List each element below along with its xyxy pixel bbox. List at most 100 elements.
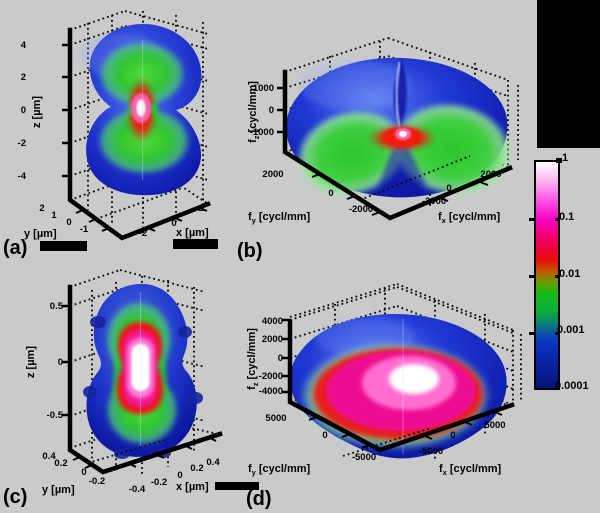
isosurface-d [290, 314, 507, 459]
d-xtick-0: -5000 [419, 446, 443, 457]
d-ztick-1: 2000 [262, 334, 283, 345]
a-xtick-2: 2 [198, 203, 203, 214]
b-ztick-1: 0 [269, 105, 274, 116]
isosurface-c [83, 283, 203, 459]
colorbar-tick-mark [529, 275, 535, 278]
a-y-axis-label: y [µm] [24, 228, 57, 240]
isosurface-d-white-core [389, 364, 439, 394]
isosurface-b-dark-wedge [378, 130, 426, 191]
grid-front-teeth-d [342, 427, 432, 457]
panel-a-plot: 4 2 0 -2 -4 z [µm] 2 1 0 -1 y [µm] -2 0 … [18, 10, 211, 241]
colorbar-tick-mark [555, 332, 560, 335]
grid-front-teeth-c [87, 438, 169, 464]
isosurface-a-white-core [136, 99, 146, 117]
isosurface-b [286, 57, 513, 198]
a-x-axis-label: x [µm] [176, 227, 209, 239]
panel-a-text: 4 2 0 -2 -4 z [µm] 2 1 0 -1 y [µm] -2 0 … [18, 40, 209, 240]
b-ztick-0: 1000 [253, 83, 274, 94]
a-ytick-1: 1 [51, 210, 57, 221]
isosurface-c-white-core [131, 344, 150, 391]
isosurface-b-white-core [399, 131, 407, 137]
d-y-axis-label: fy [cycl/mm] [248, 463, 311, 477]
c-xtick-0: -0.4 [129, 484, 146, 495]
a-ztick-1: 2 [21, 72, 26, 83]
panel-label-c: (c) [3, 486, 28, 508]
d-ztick-0: 4000 [262, 316, 283, 327]
a-ytick-3: -1 [80, 224, 89, 235]
c-y-axis-label: y [µm] [42, 484, 75, 496]
c-ztick-0: 0.5 [50, 301, 64, 312]
panel-d-text: 4000 2000 0 -2000 -4000 fz[cycl/mm] 5000… [246, 316, 506, 477]
panel-c-text: 0.5 0 -0.5 z [µm] 0.4 0.2 0 -0.2 y [µm] … [25, 301, 220, 496]
d-z-axis-label: fz[cycl/mm] [246, 328, 260, 390]
axes-d [282, 318, 515, 453]
b-ytick-1: 0 [328, 188, 333, 199]
a-ztick-2: 0 [21, 105, 26, 116]
colorbar-tick-mark [529, 218, 535, 221]
colorbar-tick-mark [556, 158, 562, 163]
a-ztick-4: -4 [18, 171, 27, 182]
c-ytick-0: 0.4 [42, 451, 56, 462]
grid-front-teeth-a [95, 187, 183, 220]
c-xtick-3: 0.2 [190, 463, 203, 474]
d-ztick-4: -4000 [259, 386, 283, 397]
colorbar-tick-0.0001: 0.0001 [555, 380, 589, 392]
d-ztick-3: -2000 [259, 371, 283, 382]
d-xtick-2: 5000 [484, 420, 505, 431]
isosurface-b-dimple-highlight [395, 61, 401, 129]
b-ytick-2: -2000 [349, 204, 373, 215]
c-ytick-1: 0.2 [54, 458, 67, 469]
c-xtick-1: -0.2 [151, 477, 167, 488]
c-ytick-3: -0.2 [89, 476, 105, 487]
a-ztick-0: 4 [21, 40, 27, 51]
b-xtick-1: 0 [446, 183, 451, 194]
b-ztick-2: -1000 [250, 127, 274, 138]
axes-b [277, 69, 513, 221]
panel-label-a: (a) [3, 237, 28, 259]
axes-c [62, 284, 223, 475]
d-ytick-0: 5000 [265, 413, 286, 424]
scale-bar-c [215, 482, 259, 490]
colorbar-tick-0.001: 0.001 [557, 324, 585, 336]
a-z-axis-label: z [µm] [31, 96, 43, 128]
d-ytick-1: 0 [322, 430, 327, 441]
a-xtick-0: -2 [139, 228, 147, 239]
isosurface-a-green-top [98, 41, 186, 107]
c-ztick-2: -0.5 [47, 410, 64, 421]
scale-bar-a-right [173, 239, 218, 249]
b-xtick-2: 2000 [480, 169, 501, 180]
black-block [537, 0, 600, 148]
a-xtick-1: 0 [171, 218, 176, 229]
colorbar-tick-mark [529, 332, 535, 335]
b-ytick-0: 2000 [262, 169, 283, 180]
c-x-axis-label: x [µm] [176, 481, 209, 493]
b-z-axis-label: fz[cycl/mm] [247, 81, 261, 143]
c-z-axis-label: z [µm] [25, 346, 37, 378]
isosurface-b-highlight [300, 60, 410, 110]
panel-c-plot: 0.5 0 -0.5 z [µm] 0.4 0.2 0 -0.2 y [µm] … [25, 269, 223, 496]
d-ytick-2: -5000 [352, 452, 376, 463]
scale-bar-a-left [40, 241, 87, 251]
b-y-axis-label: fy [cycl/mm] [248, 211, 311, 225]
d-ztick-2: 0 [278, 353, 283, 364]
grid-front-teeth-b [359, 155, 471, 201]
b-xtick-0: -2000 [422, 196, 446, 207]
colorbar-tick-0.1: 0.1 [559, 211, 575, 223]
panel-d-plot: 4000 2000 0 -2000 -4000 fz[cycl/mm] 5000… [246, 283, 522, 477]
panel-b-text: 1000 0 -1000 fz[cycl/mm] 2000 0 -2000 fy… [247, 81, 502, 225]
c-xtick-2: 0 [177, 470, 182, 481]
a-ytick-2: 0 [66, 217, 71, 228]
c-ytick-2: 0 [81, 467, 86, 478]
colorbar-tick-0.01: 0.01 [559, 268, 581, 280]
colorbar-tick-mark [555, 275, 560, 278]
colorbar-tick-1: 1 [562, 152, 569, 164]
a-ztick-3: -2 [18, 138, 26, 149]
colorbar-tick-mark [555, 218, 560, 221]
panel-b-plot: 1000 0 -1000 fz[cycl/mm] 2000 0 -2000 fy… [247, 37, 519, 225]
d-xtick-1: 0 [450, 430, 455, 441]
panel-label-b: (b) [237, 240, 263, 262]
d-x-axis-label: fx [cycl/mm] [439, 463, 502, 477]
a-ytick-0: 2 [39, 203, 44, 214]
b-x-axis-label: fx [cycl/mm] [438, 211, 501, 225]
